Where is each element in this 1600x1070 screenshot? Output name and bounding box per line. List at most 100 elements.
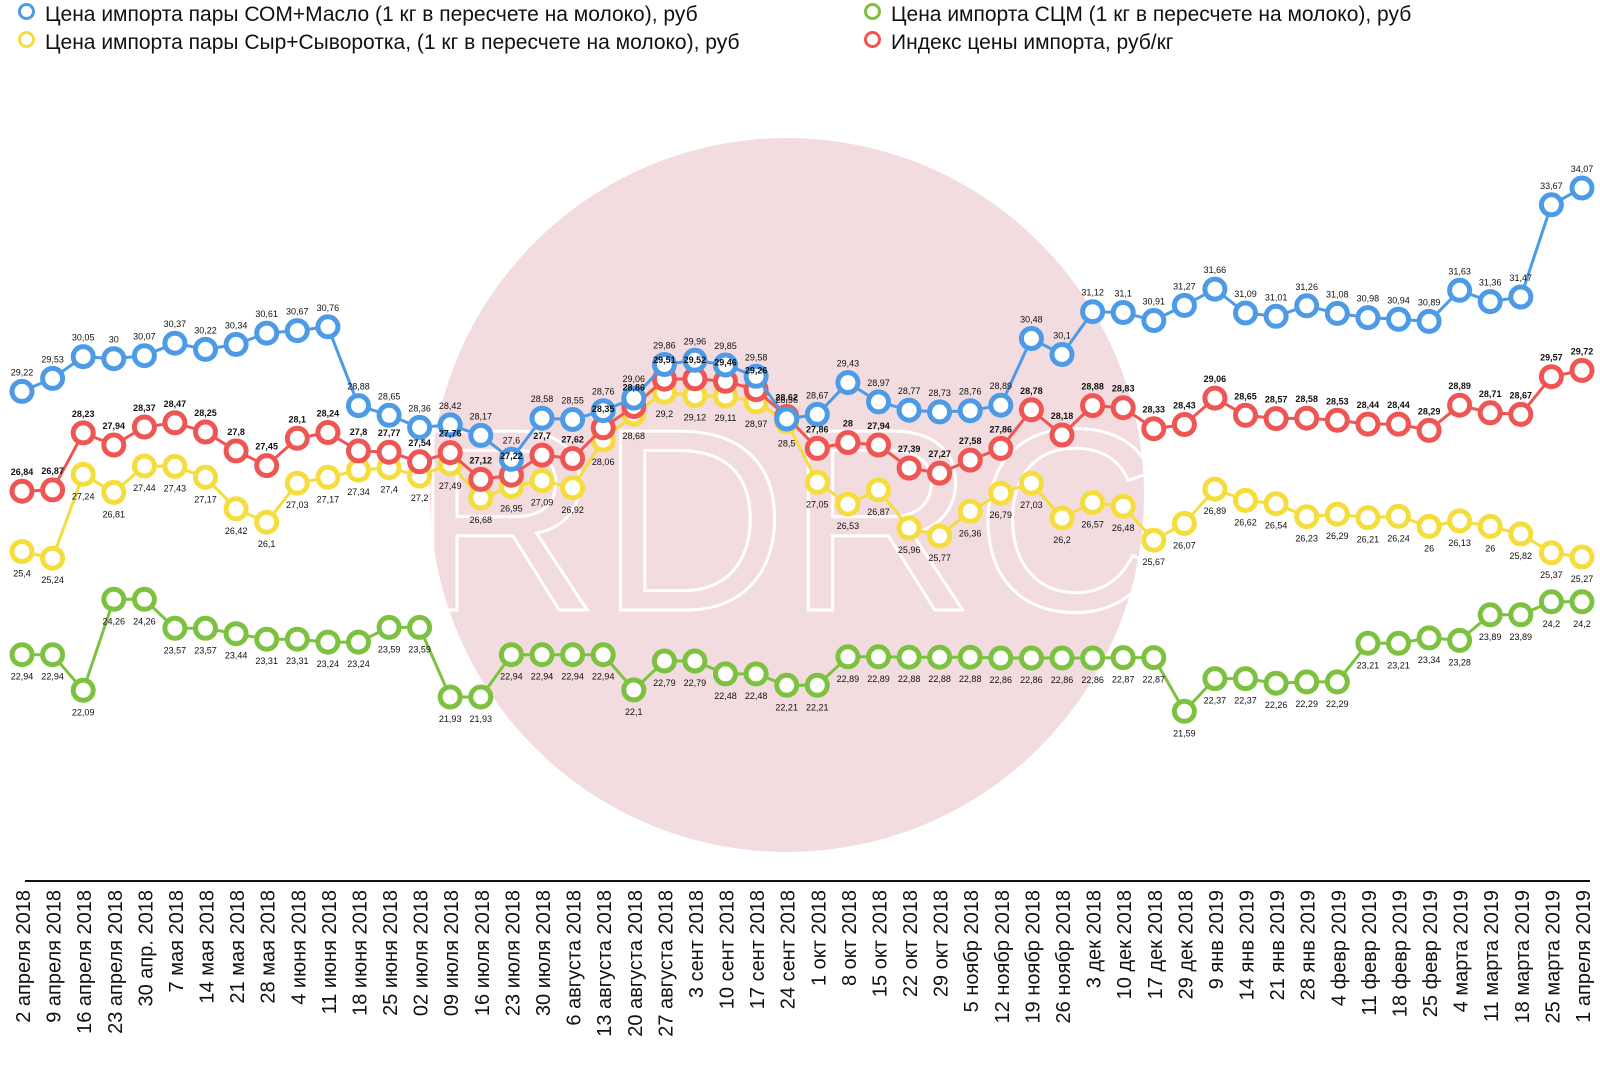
data-point-cheese [866, 477, 891, 503]
data-label-milk_powder: 22,26 [1265, 700, 1288, 710]
data-label-cheese: 29,11 [715, 413, 737, 423]
data-label-index: 26,84 [11, 467, 34, 477]
data-label-cheese: 25,27 [1571, 574, 1594, 584]
x-tick-label: 16 июля 2018 [472, 890, 494, 1016]
data-point-butter [682, 347, 708, 373]
data-label-butter: 31,66 [1204, 265, 1227, 275]
data-point-milk_powder [651, 648, 677, 674]
data-label-milk_powder: 23,21 [1357, 660, 1380, 670]
data-label-milk_powder: 23,24 [347, 659, 370, 669]
x-tick-label: 30 июля 2018 [533, 890, 555, 1016]
data-point-butter [1080, 299, 1106, 325]
data-label-butter: 28,65 [378, 391, 401, 401]
data-label-index: 27,58 [959, 436, 982, 446]
data-label-butter: 30,05 [72, 333, 95, 343]
data-point-milk_powder [70, 677, 96, 703]
data-label-milk_powder: 22,94 [592, 672, 615, 682]
data-label-cheese: 27,44 [133, 483, 156, 493]
data-label-milk_powder: 23,31 [255, 656, 278, 666]
data-point-butter [1508, 284, 1534, 310]
data-label-milk_powder: 21,93 [470, 714, 493, 724]
series-line-milk_powder [22, 597, 1582, 713]
data-point-index [1018, 397, 1044, 423]
data-point-butter [1324, 300, 1350, 326]
legend-marker-index [864, 31, 881, 48]
data-point-cheese [1294, 504, 1320, 530]
data-point-milk_powder [1110, 645, 1136, 671]
legend-label-index: Индекс цены импорта, руб/кг [891, 31, 1174, 54]
data-label-index: 27,94 [867, 421, 890, 431]
data-label-milk_powder: 22,48 [745, 691, 768, 701]
data-label-index: 27,62 [561, 435, 584, 445]
data-label-milk_powder: 22,94 [41, 672, 64, 682]
data-point-butter [70, 344, 96, 370]
data-label-index: 27,8 [350, 427, 368, 437]
data-label-milk_powder: 23,59 [378, 644, 401, 654]
data-label-index: 28,44 [1357, 400, 1380, 410]
data-point-cheese [223, 496, 249, 522]
data-label-butter: 30,48 [1020, 315, 1043, 325]
data-label-milk_powder: 23,28 [1448, 657, 1471, 667]
data-point-index [101, 432, 127, 458]
data-label-cheese: 28,06 [592, 457, 615, 467]
data-label-butter: 28,88 [347, 382, 370, 392]
data-point-milk_powder [1018, 645, 1044, 671]
data-label-index: 27,94 [103, 421, 126, 431]
data-label-milk_powder: 22,21 [775, 702, 798, 712]
data-point-butter [590, 398, 616, 424]
data-label-milk_powder: 22,09 [72, 707, 95, 717]
data-point-index [1080, 393, 1106, 419]
data-point-milk_powder [407, 614, 433, 640]
data-point-milk_powder [1049, 645, 1075, 671]
data-point-cheese [315, 464, 341, 490]
data-point-butter [101, 346, 127, 372]
data-label-milk_powder: 23,24 [317, 659, 340, 669]
data-label-cheese: 27,05 [806, 499, 829, 509]
data-label-index: 29,06 [1204, 374, 1227, 384]
x-tick-label: 18 марта 2019 [1512, 890, 1534, 1023]
data-label-butter: 31,26 [1295, 282, 1318, 292]
data-point-index [560, 446, 586, 471]
x-tick-label: 4 июня 2018 [288, 890, 310, 1005]
data-point-milk_powder [131, 586, 157, 612]
x-tick-label: 7 мая 2018 [166, 890, 188, 992]
data-point-butter [1294, 293, 1320, 319]
data-point-cheese [835, 491, 861, 517]
data-point-milk_powder [376, 614, 402, 640]
data-label-cheese: 25,77 [928, 553, 951, 563]
x-tick-label: 5 ноябр 2018 [961, 890, 983, 1012]
data-point-cheese [162, 453, 188, 479]
data-point-butter [835, 370, 861, 396]
data-point-milk_powder [1477, 602, 1503, 628]
data-point-index [70, 420, 96, 446]
data-point-butter [866, 389, 891, 415]
data-point-cheese [927, 523, 953, 549]
data-point-milk_powder [1386, 630, 1411, 656]
data-label-cheese: 25,96 [898, 545, 921, 555]
x-tick-label: 13 августа 2018 [594, 890, 616, 1037]
data-point-index [9, 478, 35, 504]
data-label-butter: 28,67 [806, 390, 829, 400]
data-label-cheese: 28,68 [623, 431, 646, 441]
x-tick-label: 23 апреля 2018 [105, 890, 127, 1034]
data-label-milk_powder: 22,37 [1234, 696, 1257, 706]
series-butter [9, 175, 1595, 472]
data-label-milk_powder: 22,89 [867, 674, 890, 684]
data-point-cheese [1202, 476, 1228, 502]
data-point-index [1233, 402, 1258, 428]
data-label-butter: 28,89 [990, 381, 1013, 391]
data-label-cheese: 26,36 [959, 528, 982, 538]
series-line-cheese [21, 390, 1583, 560]
data-label-milk_powder: 22,94 [561, 672, 584, 682]
data-point-cheese [1263, 491, 1289, 517]
data-label-cheese: 29,2 [656, 409, 674, 419]
data-label-butter: 30,67 [286, 307, 309, 317]
data-point-index [866, 432, 891, 458]
legend-label-milk-powder: Цена импорта СЦМ (1 кг в пересчете на мо… [891, 3, 1412, 26]
data-point-milk_powder [498, 642, 524, 668]
data-label-cheese: 25,82 [1510, 551, 1533, 561]
data-label-cheese: 26,68 [470, 515, 493, 525]
data-label-index: 28,24 [317, 409, 340, 419]
data-point-cheese [1477, 513, 1503, 539]
data-point-index [1538, 364, 1564, 390]
